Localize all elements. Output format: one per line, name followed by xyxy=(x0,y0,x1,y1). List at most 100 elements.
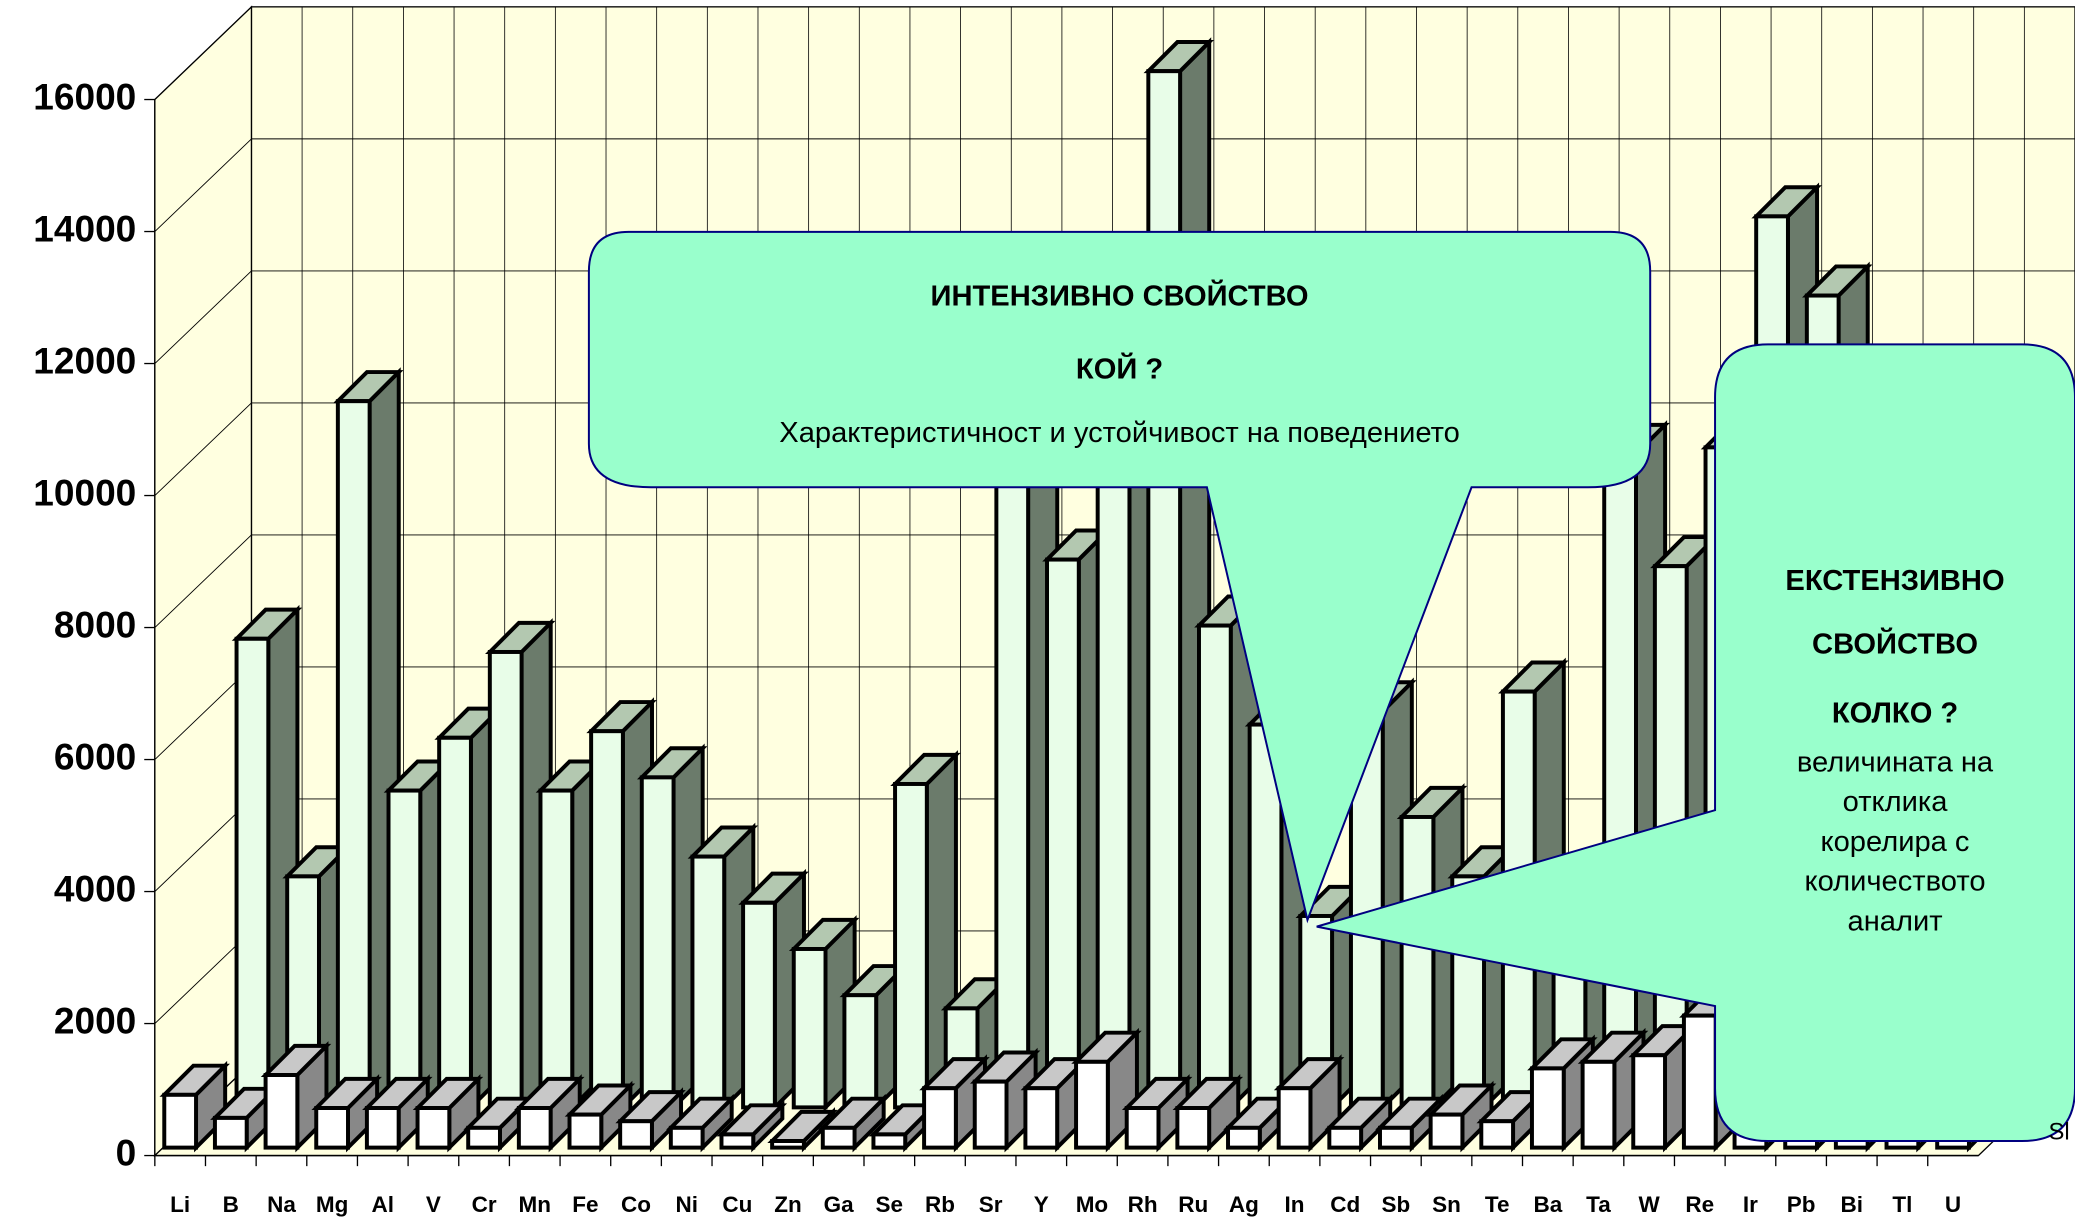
bar-face xyxy=(1095,445,1132,1110)
bar-face xyxy=(212,1115,249,1150)
bar-face xyxy=(1276,1086,1313,1150)
bar-face xyxy=(538,788,575,1110)
x-tick-label: Cu xyxy=(722,1192,752,1217)
y-tick-label: 0 xyxy=(116,1131,137,1173)
x-tick-label: Sb xyxy=(1382,1192,1411,1217)
x-tick-label: Se xyxy=(876,1192,904,1217)
grid-line xyxy=(154,402,252,496)
x-tick-label: Y xyxy=(1034,1192,1049,1217)
bar-face xyxy=(618,1119,654,1150)
bar xyxy=(564,1080,636,1153)
bar xyxy=(1324,1093,1395,1153)
x-tick-label: Mg xyxy=(316,1192,348,1217)
bar-face xyxy=(335,399,372,1110)
x-tick-label: Cd xyxy=(1330,1192,1360,1217)
x-tick-label: Ni xyxy=(675,1192,697,1217)
x-tick-label: Zn xyxy=(774,1192,801,1217)
bar-face xyxy=(386,788,423,1110)
bar-face xyxy=(516,1106,553,1150)
x-tick-label: Li xyxy=(170,1192,190,1217)
bar xyxy=(666,1093,737,1153)
bar xyxy=(1121,1074,1193,1153)
callout-extensive xyxy=(1316,343,2075,1142)
callout-text: отклика xyxy=(1843,786,1949,818)
x-tick-label: Rb xyxy=(925,1192,955,1217)
bar-face xyxy=(1602,451,1638,1110)
x-tick-label: Te xyxy=(1485,1192,1510,1217)
callout-title: СВОЙСТВО xyxy=(1812,627,1978,661)
x-tick-label: Mn xyxy=(519,1192,551,1217)
callout-intensive xyxy=(587,230,1652,924)
callout-text: Характеристичност и устойчивост на повед… xyxy=(779,417,1459,449)
grid-line xyxy=(154,534,252,628)
bar xyxy=(1172,1074,1244,1153)
bar-face xyxy=(994,412,1031,1110)
y-tick-label: 8000 xyxy=(54,603,136,645)
bar-face xyxy=(1023,1086,1060,1150)
bar xyxy=(817,1093,889,1153)
bar-face xyxy=(770,1139,806,1150)
x-tick-label: B xyxy=(223,1192,239,1217)
bar-face xyxy=(437,735,473,1110)
x-tick-label: Rh xyxy=(1128,1192,1158,1217)
bar-face xyxy=(842,993,879,1110)
y-tick-label: 6000 xyxy=(54,735,136,777)
bar-face xyxy=(589,729,625,1110)
callout-question: КОЙ ? xyxy=(1076,352,1163,386)
bar xyxy=(231,604,303,1113)
bar-face xyxy=(1479,1119,1516,1150)
bar-face xyxy=(1529,1066,1566,1150)
x-tick-label: Ta xyxy=(1586,1192,1611,1217)
bar-face xyxy=(1399,814,1436,1110)
bar-face xyxy=(668,1125,705,1150)
bar xyxy=(485,618,556,1113)
x-tick-label: Cr xyxy=(472,1192,497,1217)
bar xyxy=(311,1074,382,1153)
bar-face xyxy=(162,1092,199,1150)
bar-face xyxy=(893,781,929,1110)
bar-face xyxy=(234,636,271,1110)
bar-face xyxy=(639,775,676,1110)
bar-face xyxy=(1378,1125,1414,1150)
bar-face xyxy=(1428,1112,1465,1150)
x-tick-label: Sr xyxy=(979,1192,1003,1217)
callout-text: величината на xyxy=(1797,747,1994,779)
x-tick-label: Sn xyxy=(1432,1192,1461,1217)
y-tick-label: 10000 xyxy=(33,471,136,513)
grid-line xyxy=(154,6,252,100)
x-tick-label: Fe xyxy=(572,1192,598,1217)
x-tick-label: In xyxy=(1285,1192,1305,1217)
bar-face xyxy=(1197,623,1233,1110)
bar xyxy=(362,1074,433,1153)
callouts: ИНТЕНЗИВНО СВОЙСТВО КОЙ ? Характеристичн… xyxy=(587,230,2075,1145)
bar-face xyxy=(690,854,727,1110)
bar xyxy=(969,1047,1041,1153)
bar xyxy=(1223,1093,1294,1153)
grid-line xyxy=(154,138,252,232)
bar-face xyxy=(1045,557,1081,1110)
x-tick-label: Na xyxy=(267,1192,296,1217)
callout-text: корелира с xyxy=(1821,826,1970,858)
callout-text: количеството xyxy=(1805,866,1986,898)
bar-face xyxy=(415,1106,452,1150)
bar-face xyxy=(263,1073,300,1150)
bar-face xyxy=(1175,1106,1212,1150)
x-tick-label: Bi xyxy=(1841,1192,1864,1217)
x-tick-label: Pb xyxy=(1787,1192,1816,1217)
x-tick-label: Ba xyxy=(1533,1192,1562,1217)
x-tick-label: W xyxy=(1639,1192,1661,1217)
x-tick-label: Co xyxy=(621,1192,651,1217)
bar-face xyxy=(1327,1125,1364,1150)
x-tick-label: Tl xyxy=(1892,1192,1912,1217)
bar xyxy=(615,1087,686,1153)
x-tick-label: Al xyxy=(372,1192,395,1217)
bar xyxy=(1273,1054,1345,1153)
bar-face xyxy=(567,1112,604,1150)
bar-face xyxy=(922,1086,958,1150)
callout-title: ЕКСТЕНЗИВНО xyxy=(1785,565,2004,597)
bar xyxy=(412,1074,484,1153)
x-tick-label: Re xyxy=(1685,1192,1714,1217)
y-tick-label: 4000 xyxy=(54,867,136,909)
x-tick-label: Mo xyxy=(1076,1192,1108,1217)
